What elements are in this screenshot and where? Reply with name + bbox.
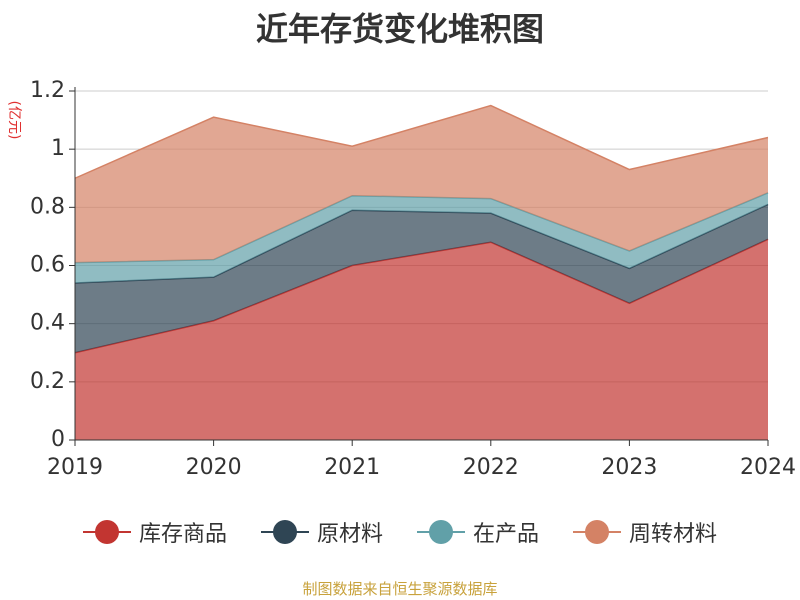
legend-marker-icon <box>82 518 131 546</box>
legend-label: 周转材料 <box>629 522 718 547</box>
y-tick-label: 1.2 <box>30 78 65 103</box>
axes: 0 0.2 0.4 0.6 0.8 1 1.2 2019 2020 2021 2022 2023 202… <box>30 78 796 480</box>
legend-marker-icon <box>573 518 622 546</box>
legend-label: 库存商品 <box>138 522 227 547</box>
y-tick-label: 0 <box>51 427 65 452</box>
y-tick-label: 0.4 <box>30 311 65 336</box>
legend-item[interactable]: 库存商品 <box>82 516 227 548</box>
area-2 <box>75 204 768 353</box>
chart-title: 近年存货变化堆积图 <box>255 10 544 48</box>
legend: 库存商品 原材料 在产品 周转材料 <box>0 516 800 548</box>
area-3 <box>75 192 768 283</box>
y-tick-label: 0.6 <box>30 253 65 278</box>
x-tick-label: 2024 <box>740 455 796 480</box>
legend-item[interactable]: 在产品 <box>417 516 539 548</box>
y-axis-label: (亿元) <box>6 101 22 140</box>
legend-label: 原材料 <box>316 522 383 547</box>
legend-marker-dot <box>429 520 453 544</box>
x-tick-label: 2022 <box>463 455 519 480</box>
y-tick-label: 0.2 <box>30 369 65 394</box>
x-tick-label: 2019 <box>47 455 103 480</box>
legend-item[interactable]: 周转材料 <box>573 516 717 548</box>
x-tick-label: 2021 <box>324 455 380 480</box>
series-line-4 <box>74 104 769 179</box>
source-note: 制图数据来自恒生聚源数据库 <box>302 580 498 598</box>
stacked-areas <box>74 104 769 440</box>
legend-label: 在产品 <box>473 522 540 547</box>
x-tick-label: 2023 <box>601 455 657 480</box>
legend-marker-dot <box>585 520 610 544</box>
y-tick-label: 1 <box>51 136 65 161</box>
legend-item[interactable]: 原材料 <box>260 516 383 548</box>
y-tick-label: 0.8 <box>30 194 65 219</box>
legend-marker-dot <box>272 520 297 544</box>
x-tick-label: 2020 <box>186 455 242 480</box>
legend-marker-dot <box>94 520 119 544</box>
legend-marker-icon <box>260 518 309 546</box>
area-1 <box>75 239 768 440</box>
legend-marker-icon <box>417 518 465 546</box>
area-4 <box>75 105 768 263</box>
